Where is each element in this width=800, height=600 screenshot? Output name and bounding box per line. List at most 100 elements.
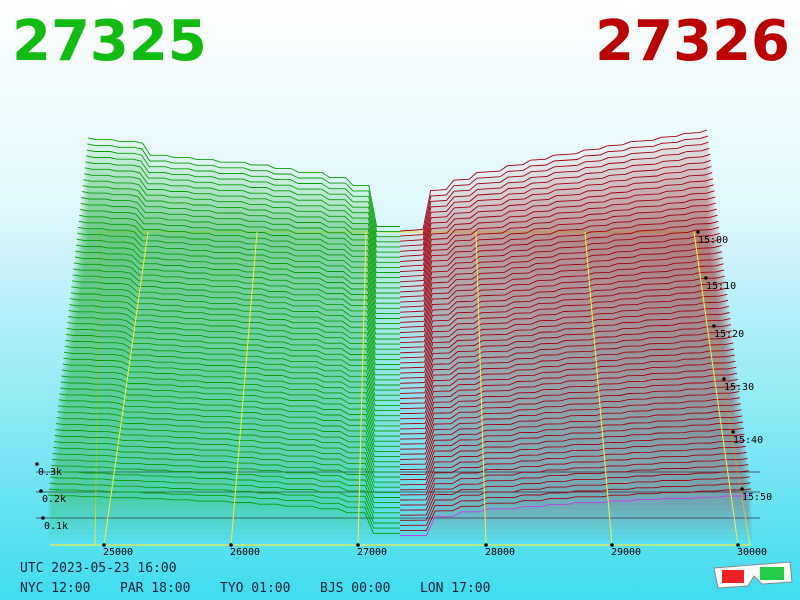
ask-depth-area xyxy=(400,251,722,340)
ask-depth-line xyxy=(400,439,746,491)
depth-plot xyxy=(36,129,760,546)
bid-depth-area xyxy=(49,483,401,530)
bid-depth-line xyxy=(59,393,400,447)
bid-depth-line xyxy=(86,149,400,238)
bid-depth-area xyxy=(56,423,400,480)
ask-depth-area xyxy=(400,324,731,400)
ask-depth-line xyxy=(399,196,716,288)
price-tick-dot xyxy=(484,543,488,547)
bid-depth-line xyxy=(73,268,400,340)
bid-depth-line xyxy=(83,179,400,263)
ask-depth-area xyxy=(400,495,752,540)
bid-depth-line xyxy=(49,482,400,524)
green-lens xyxy=(760,567,784,580)
bid-depth-area xyxy=(64,346,401,415)
ask-depth-line xyxy=(399,348,735,415)
bid-depth-line xyxy=(60,381,400,437)
bid-depth-line xyxy=(67,321,400,386)
time-tick-label: 15:10 xyxy=(706,281,736,292)
bid-depth-line xyxy=(74,256,400,330)
bid-depth-line xyxy=(55,423,400,473)
bid-depth-line xyxy=(51,458,400,504)
ask-depth-line xyxy=(399,147,710,247)
city-time: PAR 18:00 xyxy=(120,581,190,596)
bid-depth-line xyxy=(61,375,400,432)
ask-depth-area xyxy=(400,470,749,520)
city-time: LON 17:00 xyxy=(420,581,490,596)
ask-depth-line xyxy=(399,397,741,455)
bid-depth-area xyxy=(84,173,400,270)
bid-depth-line xyxy=(57,405,400,458)
bid-depth-line xyxy=(52,452,400,498)
bid-depth-line xyxy=(47,494,400,534)
ask-price: 27326 xyxy=(595,9,790,74)
ask-depth-area xyxy=(400,373,737,440)
bid-depth-line xyxy=(77,226,400,304)
bid-depth-area xyxy=(48,489,401,535)
depth-tick-label: 0.1k xyxy=(44,521,68,532)
bid-depth-area xyxy=(66,328,401,400)
ask-depth-line xyxy=(399,153,711,252)
bid-depth-line xyxy=(84,167,400,253)
bid-depth-line xyxy=(48,488,400,529)
ask-depth-area xyxy=(400,142,709,250)
price-tick-label: 26000 xyxy=(230,547,260,558)
bid-depth-area xyxy=(80,209,400,300)
ask-depth-area xyxy=(400,379,738,445)
time-tick-label: 15:20 xyxy=(714,329,744,340)
price-tick-dot xyxy=(736,543,740,547)
bid-depth-line xyxy=(61,369,400,427)
price-tick-dot xyxy=(356,543,360,547)
bid-depth-area xyxy=(84,167,401,265)
ask-depth-line xyxy=(399,251,723,333)
ask-depth-area xyxy=(400,476,750,525)
ask-depth-line xyxy=(399,287,727,364)
bid-depth-area xyxy=(60,381,401,445)
price-tick-label: 30000 xyxy=(737,547,767,558)
bid-depth-line xyxy=(71,286,400,355)
ask-depth-area xyxy=(400,166,712,270)
ask-depth-line xyxy=(399,366,737,430)
ask-depth-line xyxy=(399,312,730,384)
bid-depth-line xyxy=(53,446,400,493)
ask-depth-line xyxy=(400,476,750,521)
ask-depth-area xyxy=(400,391,740,455)
bid-depth-area xyxy=(55,429,401,485)
bid-depth-line xyxy=(85,161,400,248)
bid-depth-line xyxy=(81,197,400,279)
time-tick-dot xyxy=(712,324,716,328)
ask-depth-line xyxy=(399,239,721,323)
ask-depth-line xyxy=(399,226,720,313)
bid-depth-line xyxy=(63,357,400,417)
depth-tick-label: 0.3k xyxy=(38,467,62,478)
bid-depth-area xyxy=(79,215,401,305)
bid-depth-area xyxy=(66,334,400,405)
bid-depth-line xyxy=(69,304,400,371)
ask-depth-line xyxy=(399,141,709,242)
ask-depth-line xyxy=(399,299,729,374)
ask-depth-line xyxy=(399,281,726,359)
bid-depth-area xyxy=(76,239,401,325)
bid-depth-line xyxy=(53,440,400,488)
ask-depth-line xyxy=(399,324,732,394)
ask-depth-area xyxy=(400,403,741,465)
ask-depth-line xyxy=(399,159,711,257)
bid-depth-line xyxy=(57,411,400,463)
ask-depth-area xyxy=(400,154,710,260)
ask-depth-area xyxy=(400,209,717,305)
price-guide xyxy=(230,231,258,546)
ask-depth-area xyxy=(400,409,742,470)
ask-depth-line xyxy=(399,378,738,440)
ask-depth-area xyxy=(400,355,735,425)
time-tick-label: 15:40 xyxy=(733,435,763,446)
bid-depth-line xyxy=(68,310,400,376)
ask-depth-line xyxy=(399,208,717,298)
ask-depth-line xyxy=(399,458,748,506)
depth-tick-dot xyxy=(39,489,43,493)
ask-depth-line xyxy=(399,354,735,420)
ask-depth-line xyxy=(399,293,728,369)
time-tick-label: 15:50 xyxy=(742,492,772,503)
ask-depth-line xyxy=(399,336,733,405)
bid-depth-area xyxy=(75,251,401,335)
bid-depth-line xyxy=(66,327,400,391)
